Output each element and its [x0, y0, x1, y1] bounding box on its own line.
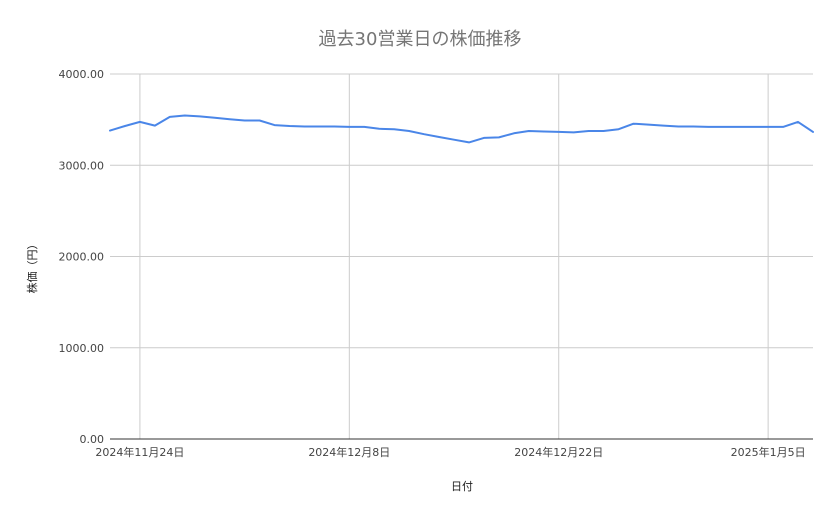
- chart-title: 過去30営業日の株価推移: [319, 29, 522, 50]
- y-tick-label: 3000.00: [59, 159, 105, 172]
- y-axis-title: 株価（円）: [25, 239, 39, 294]
- y-tick-label: 1000.00: [59, 342, 105, 355]
- series-line: [109, 114, 814, 144]
- x-tick-label: 2024年12月8日: [308, 445, 390, 459]
- x-axis-title: 日付: [451, 480, 473, 493]
- x-tick-label: 2024年11月24日: [95, 445, 184, 459]
- y-tick-label: 4000.00: [59, 68, 105, 81]
- y-tick-label: 0.00: [80, 433, 105, 446]
- x-tick-label: 2024年12月22日: [514, 445, 603, 459]
- series-layer: [109, 114, 814, 144]
- tick-labels: 0.00 1000.00 2000.00 3000.00 4000.00 2024年11月…: [59, 68, 806, 459]
- y-tick-label: 2000.00: [59, 251, 105, 264]
- gridlines: [110, 73, 813, 439]
- x-tick-label: 2025年1月5日: [731, 445, 806, 459]
